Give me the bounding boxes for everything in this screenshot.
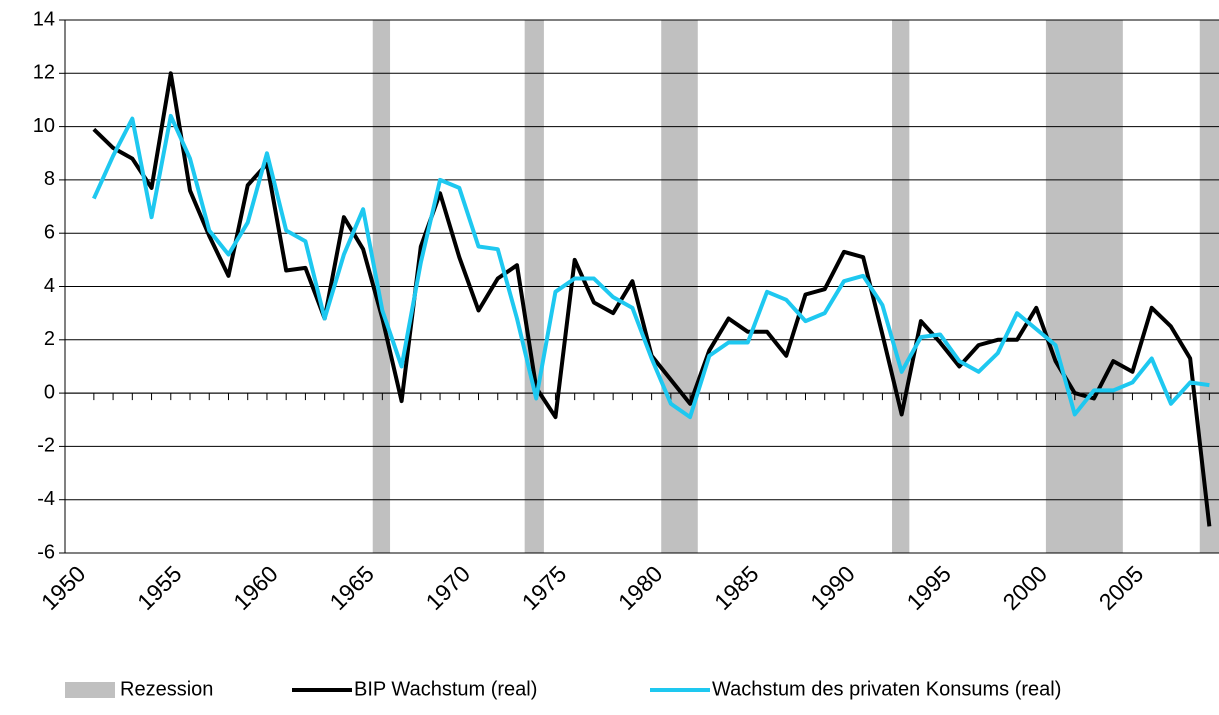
y-tick-label: 2	[44, 328, 55, 350]
x-tick-label: 2000	[998, 560, 1053, 615]
y-tick-label: -6	[37, 541, 55, 563]
legend-label: BIP Wachstum (real)	[354, 678, 537, 700]
y-tick-label: 4	[44, 275, 55, 297]
x-tick-label: 2005	[1094, 560, 1149, 615]
y-tick-label: 0	[44, 381, 55, 403]
series-line	[92, 71, 1212, 527]
y-tick-label: 12	[33, 62, 55, 84]
legend-label: Wachstum des privaten Konsums (real)	[712, 678, 1061, 700]
x-tick-label: 1970	[421, 560, 476, 615]
x-tick-label: 1980	[613, 560, 668, 615]
y-tick-label: 8	[44, 168, 55, 190]
legend-label: Rezession	[120, 678, 213, 700]
legend-swatch	[65, 682, 115, 698]
x-tick-label: 1950	[36, 560, 91, 615]
x-tick-label: 1960	[228, 560, 283, 615]
x-tick-label: 1985	[709, 560, 764, 615]
x-tick-label: 1955	[132, 560, 187, 615]
x-tick-label: 1990	[805, 560, 860, 615]
x-tick-label: 1965	[324, 560, 379, 615]
series-line	[92, 113, 1210, 420]
y-tick-label: -4	[37, 488, 55, 510]
x-tick-label: 1995	[901, 560, 956, 615]
y-tick-label: 6	[44, 221, 55, 243]
y-tick-label: -2	[37, 435, 55, 457]
y-tick-label: 14	[33, 8, 55, 30]
x-tick-label: 1975	[517, 560, 572, 615]
y-tick-label: 10	[33, 115, 55, 137]
